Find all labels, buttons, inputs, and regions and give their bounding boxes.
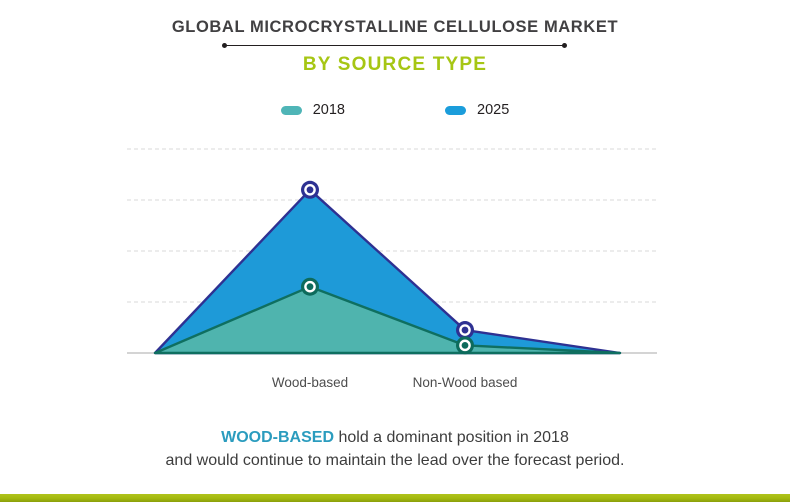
chart-subtitle: BY SOURCE TYPE	[302, 54, 488, 75]
footer-accent-bar	[0, 494, 790, 502]
marker-dot-2025	[306, 186, 314, 194]
x-axis-label: Wood-based	[272, 375, 348, 390]
caption-line-1-rest: hold a dominant position in 2018	[334, 429, 569, 446]
legend-item-2025: 2025	[445, 102, 509, 118]
area-chart: Wood-based Non-Wood based	[127, 148, 657, 390]
legend-label-2025: 2025	[477, 102, 510, 118]
marker-dot-2018	[306, 283, 314, 291]
caption-highlight: WOOD-BASED	[221, 429, 335, 446]
marker-dot-2018	[461, 341, 469, 349]
title-divider	[222, 43, 567, 48]
caption-line-2: and would continue to maintain the lead …	[165, 452, 625, 469]
chart-caption: WOOD-BASED hold a dominant position in 2…	[0, 426, 790, 472]
legend-label-2018: 2018	[312, 102, 345, 118]
caption-line-1: WOOD-BASED hold a dominant position in 2…	[0, 426, 790, 449]
legend-swatch-2025	[445, 105, 466, 115]
page-title: GLOBAL MICROCRYSTALLINE CELLULOSE MARKET	[171, 18, 619, 36]
x-axis-label: Non-Wood based	[413, 375, 518, 390]
marker-dot-2025	[461, 326, 469, 334]
chart-legend: 2018 2025	[0, 102, 790, 118]
legend-item-2018: 2018	[280, 102, 345, 118]
legend-swatch-2018	[280, 105, 302, 115]
